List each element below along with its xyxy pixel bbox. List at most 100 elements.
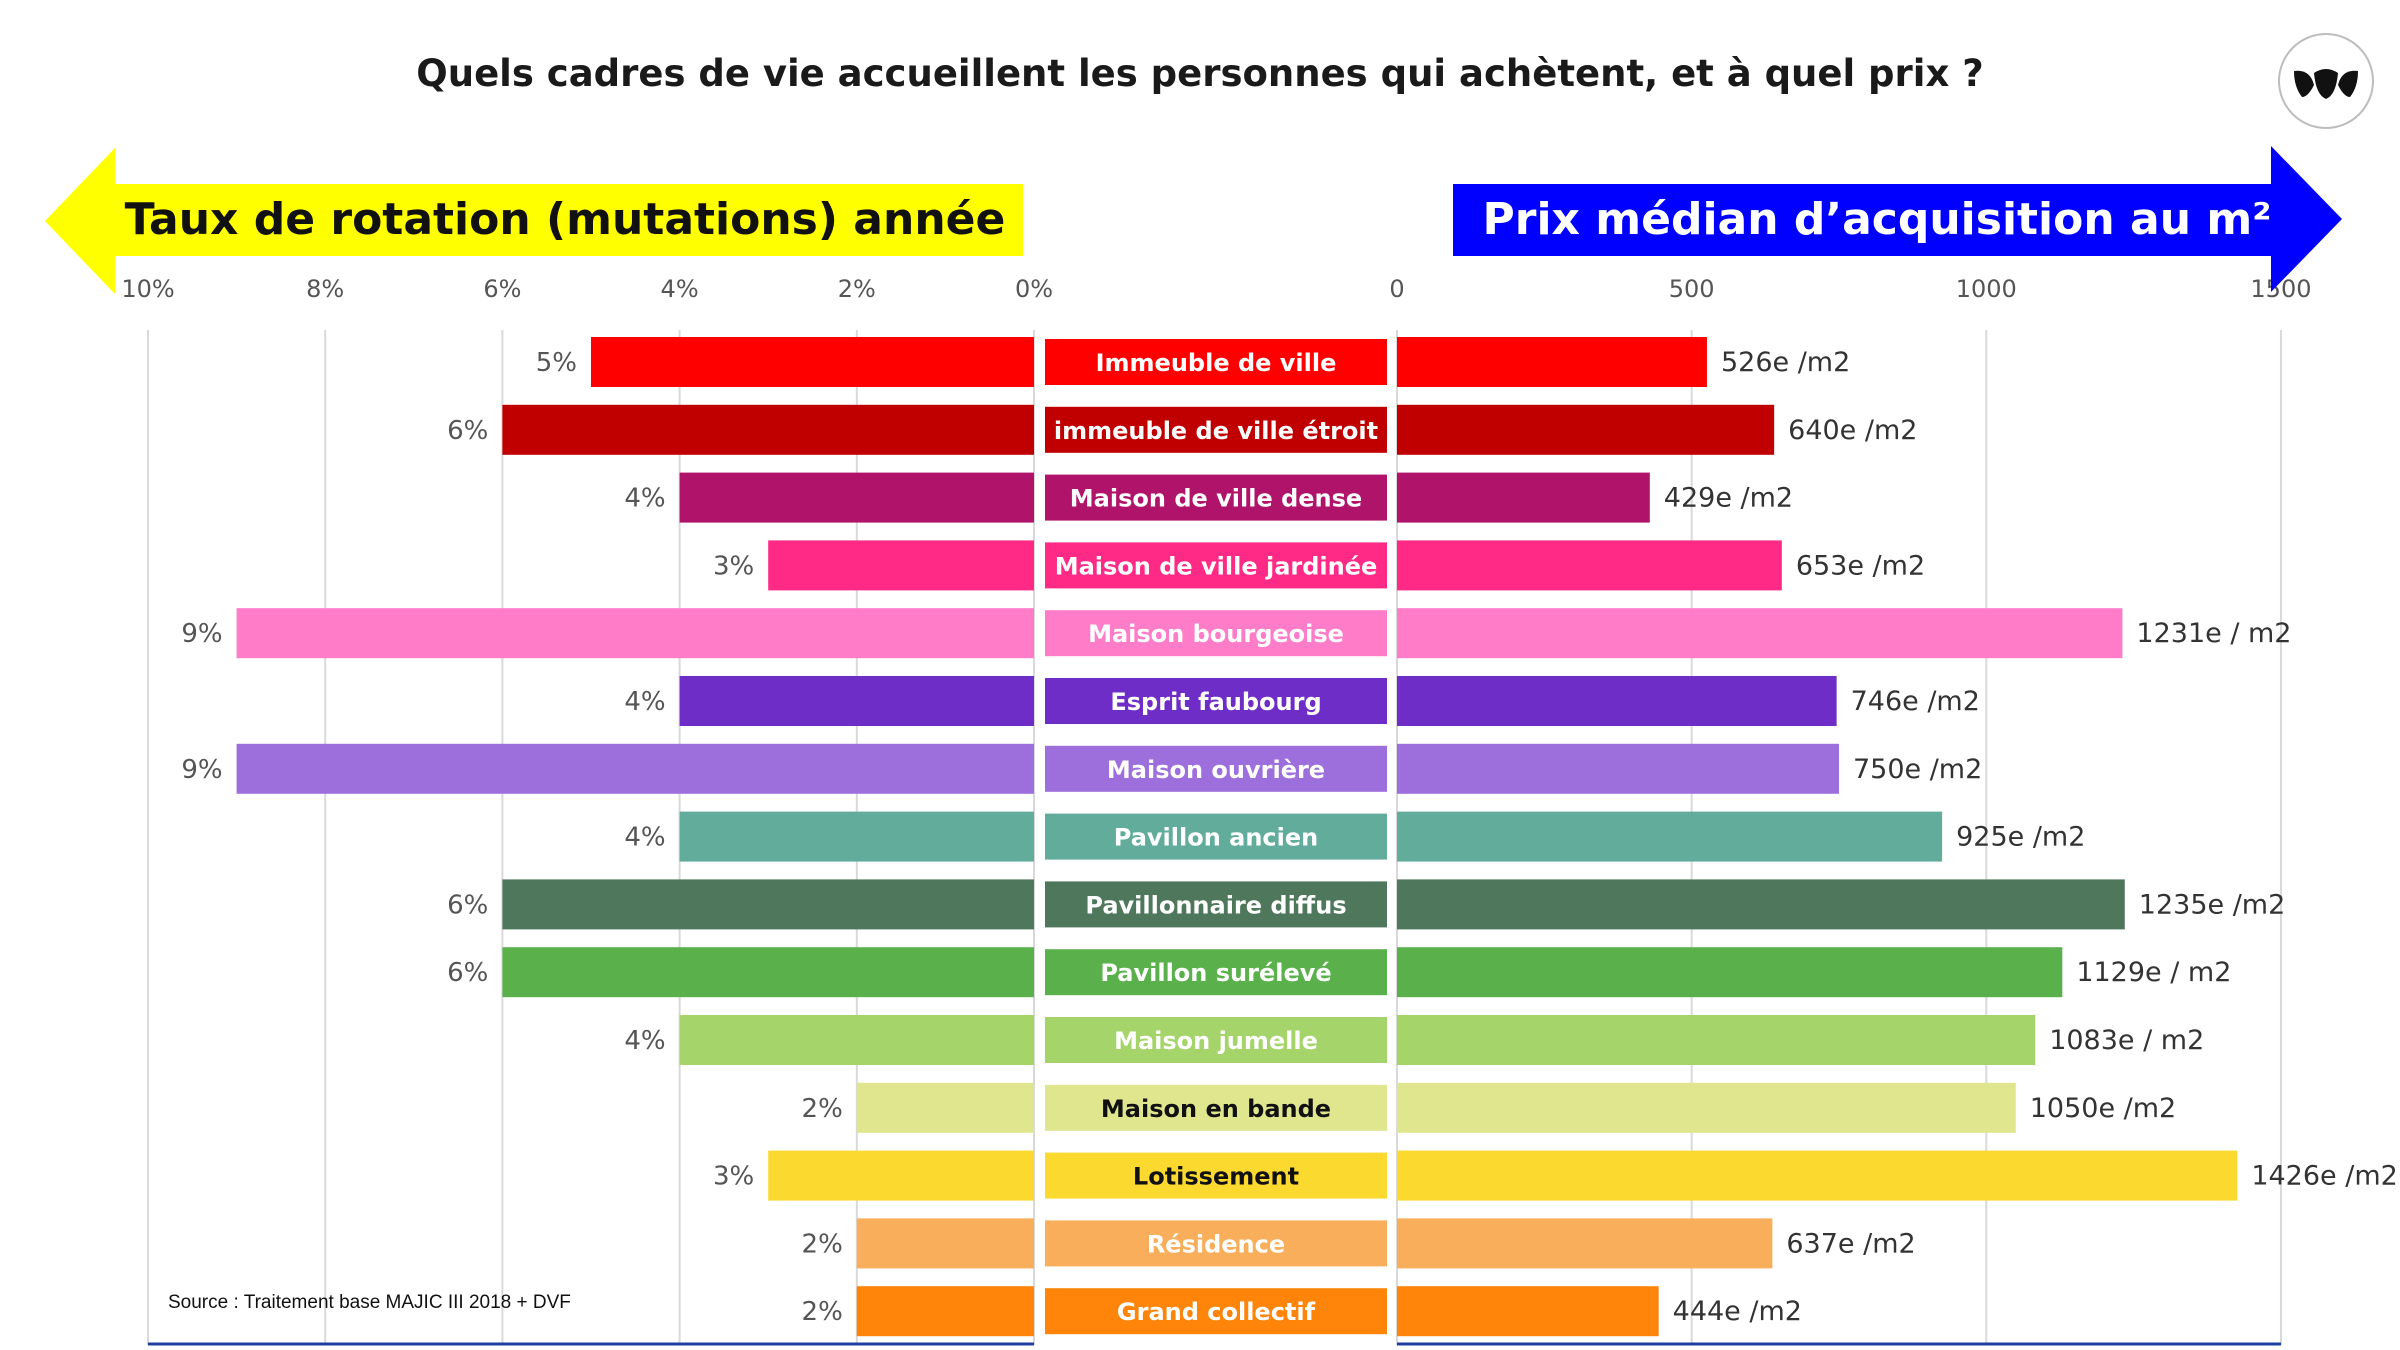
category-label-box	[1045, 678, 1387, 724]
price-value-label: 925e /m2	[1956, 822, 2085, 853]
price-bar	[1397, 811, 1943, 862]
right-header-arrow	[1453, 146, 2342, 292]
left-tick-label: 6%	[483, 275, 521, 303]
price-value-label: 1426e /m2	[2251, 1161, 2397, 1192]
rotation-value-label: 9%	[181, 755, 222, 785]
rotation-bar	[502, 404, 1034, 455]
rotation-bar	[856, 1286, 1034, 1337]
rotation-bar	[679, 1015, 1034, 1065]
three-leaf-logo-icon	[2278, 33, 2374, 129]
rotation-bar	[502, 879, 1034, 930]
price-value-label: 750e /m2	[1853, 754, 1982, 785]
price-bar	[1397, 1218, 1773, 1269]
rotation-value-label: 6%	[447, 890, 488, 920]
category-label-box	[1045, 813, 1387, 860]
category-label-box	[1045, 610, 1387, 657]
rotation-value-label: 3%	[713, 1162, 754, 1192]
rotation-value-label: 4%	[624, 823, 665, 853]
rotation-value-label: 6%	[447, 958, 488, 988]
category-label: Maison en bande	[1101, 1095, 1331, 1123]
category-label: Résidence	[1147, 1230, 1285, 1258]
price-bar	[1397, 404, 1775, 455]
rotation-value-label: 9%	[181, 619, 222, 649]
category-label: Grand collectif	[1117, 1298, 1316, 1326]
rotation-bar	[236, 743, 1035, 794]
left-tick-label: 10%	[121, 275, 174, 303]
price-value-label: 1129e / m2	[2076, 957, 2231, 988]
category-label-box	[1045, 1288, 1387, 1335]
price-value-label: 429e /m2	[1664, 483, 1793, 514]
price-value-label: 1083e / m2	[2049, 1025, 2204, 1056]
price-value-label: 526e /m2	[1721, 347, 1850, 378]
category-label: Pavillonnaire diffus	[1085, 891, 1346, 919]
category-label-box	[1045, 542, 1387, 589]
price-bar	[1397, 879, 2125, 930]
rotation-bar	[856, 1082, 1034, 1133]
rotation-value-label: 4%	[624, 687, 665, 717]
category-label: Maison de ville jardinée	[1055, 552, 1378, 580]
rotation-value-label: 2%	[802, 1229, 843, 1259]
rotation-value-label: 2%	[802, 1094, 843, 1124]
rotation-bar	[679, 676, 1034, 726]
category-label: immeuble de ville étroit	[1054, 417, 1378, 445]
rotation-bar	[679, 811, 1034, 862]
rotation-bar	[856, 1218, 1034, 1269]
category-label: Lotissement	[1133, 1163, 1299, 1191]
left-tick-label: 0%	[1015, 275, 1053, 303]
price-bar	[1397, 1286, 1659, 1337]
price-bar	[1397, 676, 1837, 726]
rotation-value-label: 3%	[713, 551, 754, 581]
price-value-label: 1235e /m2	[2139, 889, 2285, 920]
price-bar	[1397, 1082, 2016, 1133]
price-bar	[1397, 947, 2063, 998]
price-value-label: 653e /m2	[1796, 550, 1925, 581]
right-tick-label: 1000	[1956, 275, 2017, 303]
source-note: Source : Traitement base MAJIC III 2018 …	[168, 1292, 571, 1313]
category-label-box	[1045, 339, 1387, 385]
rotation-value-label: 4%	[624, 484, 665, 514]
category-label: Maison ouvrière	[1107, 756, 1325, 784]
price-value-label: 444e /m2	[1673, 1296, 1802, 1327]
price-value-label: 746e /m2	[1851, 686, 1980, 717]
category-label: Pavillon surélevé	[1100, 959, 1331, 987]
left-tick-label: 2%	[838, 275, 876, 303]
category-label: Immeuble de ville	[1096, 349, 1337, 377]
category-label-box	[1045, 1084, 1387, 1131]
right-header-label: Prix médian d’acquisition au m²	[1483, 194, 2272, 245]
price-bar	[1397, 608, 2123, 659]
rotation-bar	[768, 540, 1034, 591]
category-label: Esprit faubourg	[1110, 688, 1321, 716]
rotation-value-label: 5%	[536, 348, 577, 378]
right-tick-label: 0	[1389, 275, 1404, 303]
rotation-bar	[679, 472, 1034, 523]
price-bar	[1397, 472, 1650, 523]
price-bar	[1397, 1015, 2036, 1065]
price-value-label: 1050e /m2	[2030, 1093, 2176, 1124]
chart-title: Quels cadres de vie accueillent les pers…	[416, 52, 1984, 95]
category-label: Maison bourgeoise	[1088, 620, 1344, 648]
category-label-box	[1045, 745, 1387, 792]
price-bar	[1397, 743, 1839, 794]
category-label-box	[1045, 474, 1387, 521]
left-tick-label: 8%	[306, 275, 344, 303]
rotation-value-label: 4%	[624, 1026, 665, 1056]
price-bar	[1397, 540, 1782, 591]
category-label: Maison jumelle	[1114, 1027, 1318, 1055]
price-bar	[1397, 1150, 2238, 1201]
left-tick-label: 4%	[661, 275, 699, 303]
rotation-bar	[768, 1150, 1034, 1201]
rotation-value-label: 2%	[802, 1297, 843, 1327]
price-value-label: 1231e / m2	[2136, 618, 2291, 649]
category-label-box	[1045, 406, 1387, 453]
category-label: Maison de ville dense	[1070, 485, 1362, 513]
left-header-label: Taux de rotation (mutations) année	[125, 194, 1006, 245]
right-tick-label: 500	[1669, 275, 1715, 303]
rotation-bar	[591, 337, 1034, 387]
category-label-box	[1045, 881, 1387, 928]
rotation-bar	[502, 947, 1034, 998]
category-label-box	[1045, 1220, 1387, 1267]
category-label-box	[1045, 1017, 1387, 1063]
price-bar	[1397, 337, 1707, 387]
price-value-label: 640e /m2	[1788, 415, 1917, 446]
